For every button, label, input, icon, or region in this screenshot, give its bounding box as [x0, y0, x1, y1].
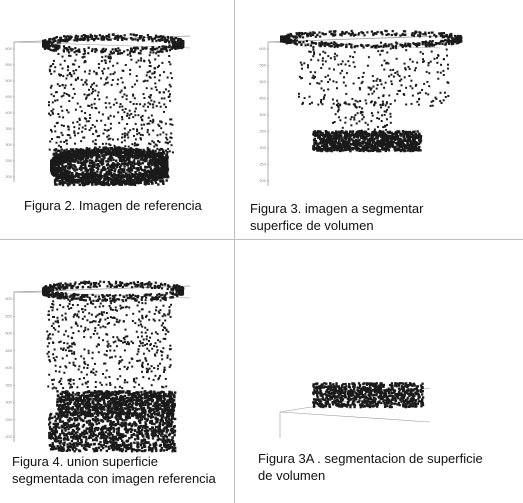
plot1-top-rim: [42, 33, 185, 55]
plot2-tick-label: 200: [259, 178, 266, 183]
plot4-segmented-band: [312, 382, 425, 409]
plot2-upper-points: [298, 45, 450, 107]
plot2-tick-label: 350: [259, 129, 266, 134]
caption-figura-3a: Figura 3A . segmentacion de superficie d…: [258, 451, 483, 483]
plot3-tick-label: 350: [5, 382, 12, 387]
plot2-tick-label: 250: [259, 162, 266, 167]
plot1-tick-label: 450: [5, 94, 12, 99]
plot1-tick-label: 250: [5, 158, 12, 163]
caption-figura-3: Figura 3. imagen a segmentar superfice d…: [250, 201, 424, 233]
plot3-tick-label: 450: [5, 348, 12, 353]
plot-volume-surface-segmentation: [279, 382, 431, 438]
plot3-tick-label: 250: [5, 417, 12, 422]
plot2-top-rim: [280, 29, 463, 49]
plot1-body-points: [48, 52, 174, 154]
plot-image-to-segment: 600 550 500 450 400 350 300 250 200: [259, 29, 463, 186]
plot2-tick-label: 550: [259, 63, 266, 68]
plot-reference-image: 600 550 500 450 400 350 300 250 200: [5, 33, 191, 187]
plot2-tick-label: 600: [259, 46, 266, 51]
plot-union-surface: 600 550 500 450 400 350 300 250 200: [5, 280, 191, 453]
plot2-tick-label: 300: [259, 145, 266, 150]
plot1-tick-label: 300: [5, 142, 12, 147]
plot3-tick-label: 500: [5, 331, 12, 336]
plot3-tick-label: 300: [5, 400, 12, 405]
plot3-tick-label: 400: [5, 365, 12, 370]
plot1-tick-label: 350: [5, 126, 12, 131]
plot1-bottom-fill: [52, 148, 170, 187]
plot2-band: [312, 130, 423, 153]
plot3-tick-label: 200: [5, 434, 12, 439]
plot3-bottom-dense: [48, 412, 177, 453]
plot4-floor-edge-2: [279, 411, 431, 423]
plot2-tick-label: 500: [259, 79, 266, 84]
plot2-mid-points: [330, 100, 392, 132]
plot1-tick-label: 400: [5, 110, 12, 115]
plot2-tick-label: 400: [259, 112, 266, 117]
plot3-top-edge: [13, 285, 191, 293]
plot1-tick-label: 550: [5, 62, 12, 67]
plot3-top-rim: [42, 280, 185, 302]
plot3-tick-label: 600: [5, 296, 12, 301]
plot3-body-points: [46, 298, 172, 390]
plot2-tick-label: 450: [259, 96, 266, 101]
caption-figura-4: Figura 4. union superficie segmentada co…: [12, 454, 216, 486]
caption-figura-2: Figura 2. Imagen de referencia: [24, 198, 202, 213]
vertical-divider: [234, 0, 235, 503]
plot1-tick-label: 500: [5, 78, 12, 83]
plot1-tick-label: 200: [5, 174, 12, 179]
plot3-tick-label: 550: [5, 313, 12, 318]
horizontal-divider: [0, 239, 523, 240]
plot1-tick-label: 600: [5, 46, 12, 51]
